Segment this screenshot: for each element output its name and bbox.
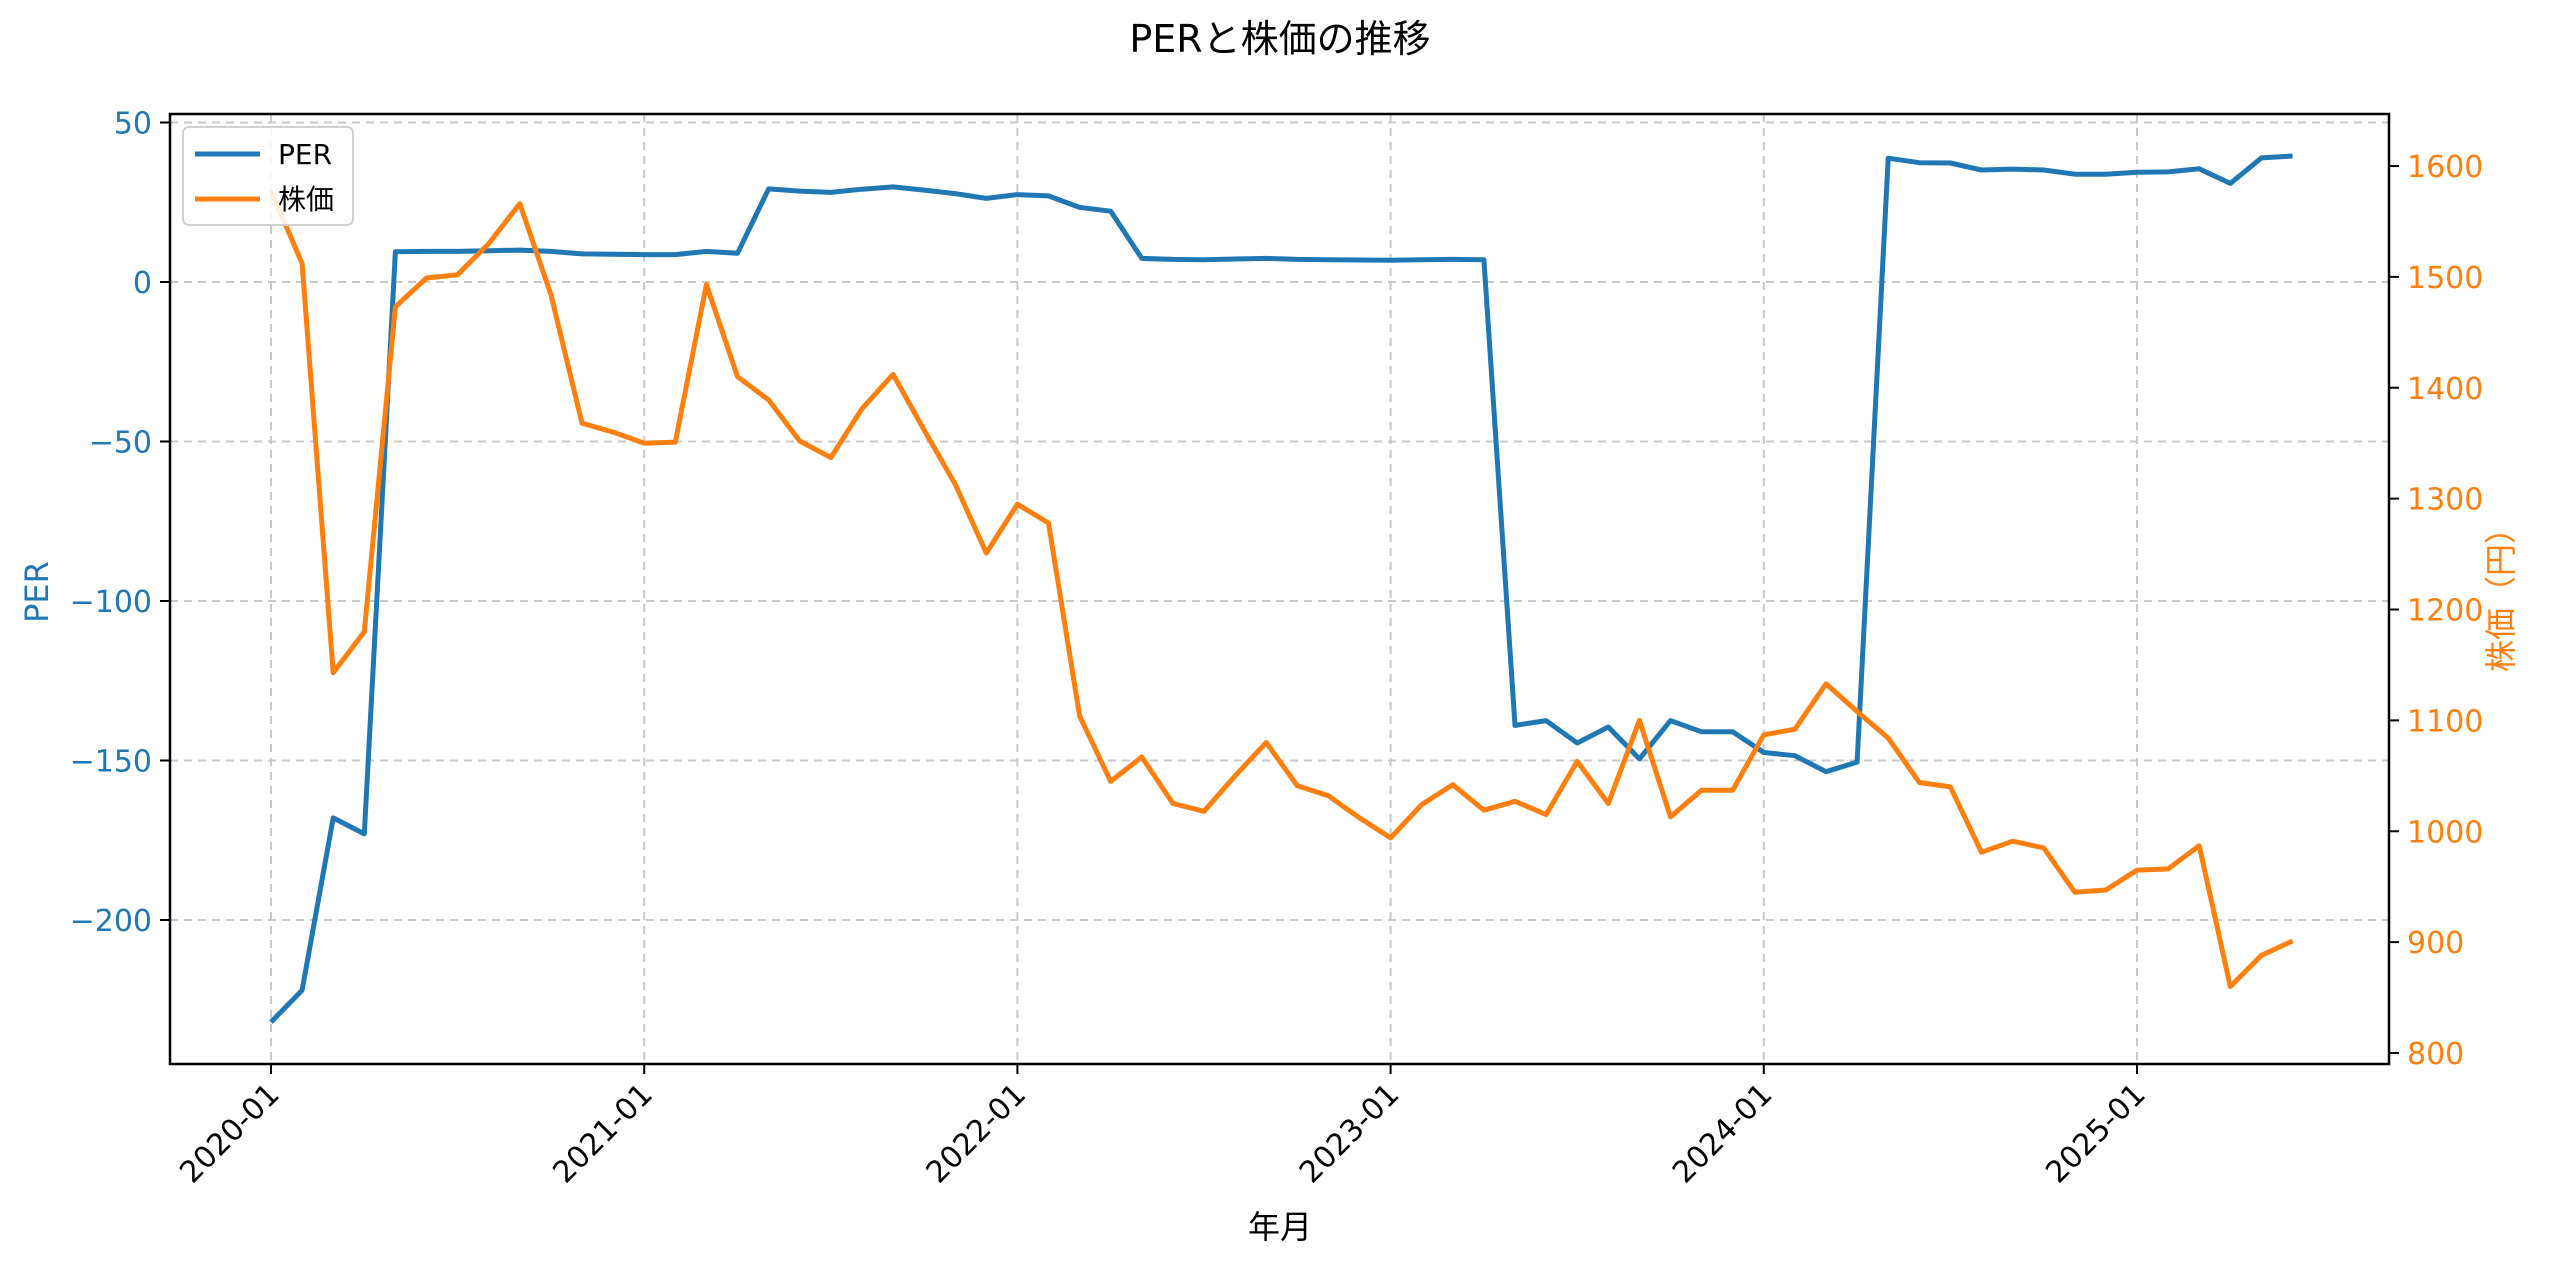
x-tick-label: 2023-01 [1293, 1077, 1406, 1190]
legend: PER 株価 [182, 126, 354, 226]
left-axis-label: PER [18, 561, 56, 623]
left-tick-label: 50 [114, 107, 152, 142]
right-axis-ticks: 1600 1500 1400 1300 1200 1100 1000 900 800 [2389, 150, 2483, 1072]
right-tick-label: 1600 [2407, 150, 2483, 185]
right-tick-label: 1500 [2407, 261, 2483, 296]
right-tick-label: 1100 [2407, 704, 2483, 739]
right-tick-label: 1000 [2407, 815, 2483, 850]
legend-label-per: PER [278, 138, 332, 171]
left-tick-label: −50 [89, 426, 152, 461]
x-axis-label: 年月 [1248, 1208, 1312, 1246]
right-axis-label: 株価（円） [2482, 512, 2520, 672]
series-line-price [268, 189, 2294, 989]
x-axis-ticks: 2020-01 2021-01 2022-01 2023-01 2024-01 2025-… [173, 1064, 2153, 1190]
x-tick-label: 2025-01 [2039, 1077, 2152, 1190]
x-tick-label: 2021-01 [546, 1077, 659, 1190]
right-tick-label: 800 [2407, 1037, 2464, 1072]
legend-label-price: 株価 [278, 183, 334, 216]
x-tick-label: 2020-01 [173, 1077, 286, 1190]
series-line-per [269, 153, 2293, 1024]
left-tick-label: −200 [70, 904, 152, 939]
plot-series [268, 153, 2294, 1024]
right-tick-label: 1200 [2407, 594, 2483, 629]
left-tick-label: 0 [133, 266, 152, 301]
x-tick-label: 2022-01 [920, 1077, 1033, 1190]
plot-frame [168, 112, 2391, 1066]
chart-title: PERと株価の推移 [1129, 17, 1430, 61]
x-tick-label: 2024-01 [1666, 1077, 1779, 1190]
left-axis-ticks: 50 0 −50 −100 −150 −200 [70, 107, 170, 939]
right-tick-label: 1400 [2407, 372, 2483, 407]
right-tick-label: 900 [2407, 926, 2464, 961]
right-tick-label: 1300 [2407, 483, 2483, 518]
left-tick-label: −100 [70, 585, 152, 620]
left-tick-label: −150 [70, 745, 152, 780]
